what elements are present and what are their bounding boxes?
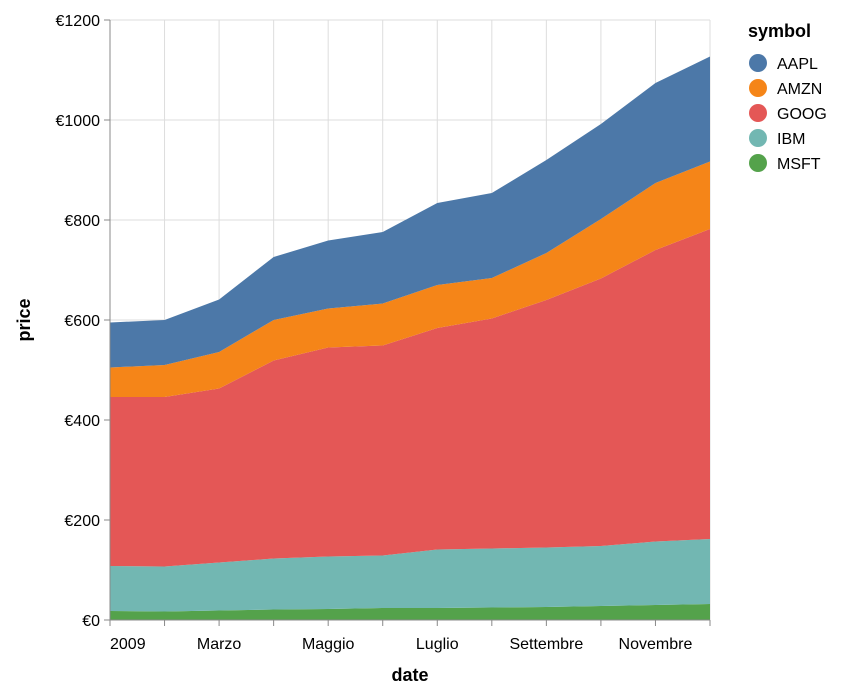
area-series — [110, 56, 710, 620]
y-tick-label: €200 — [64, 513, 100, 530]
y-axis-title: price — [14, 298, 34, 341]
area-msft — [110, 604, 710, 620]
legend-label-amzn: AMZN — [777, 81, 822, 98]
y-tick-label: €1200 — [56, 13, 101, 30]
area-aapl — [110, 56, 710, 368]
legend-swatch-aapl — [749, 54, 767, 72]
legend-label-goog: GOOG — [777, 106, 827, 123]
x-tick-label: 2009 — [110, 636, 146, 653]
y-tick-label: €800 — [64, 213, 100, 230]
y-tick-label: €1000 — [56, 113, 101, 130]
y-tick-label: €600 — [64, 313, 100, 330]
x-tick-label: Luglio — [416, 636, 459, 653]
legend-label-aapl: AAPL — [777, 56, 818, 73]
x-tick-label: Novembre — [619, 636, 693, 653]
legend-swatch-ibm — [749, 129, 767, 147]
y-tick-label: €0 — [82, 613, 100, 630]
x-axis-title: date — [391, 665, 428, 685]
y-tick-label: €400 — [64, 413, 100, 430]
x-tick-label: Marzo — [197, 636, 242, 653]
x-tick-label: Maggio — [302, 636, 355, 653]
legend-label-ibm: IBM — [777, 131, 805, 148]
legend-label-msft: MSFT — [777, 156, 821, 173]
legend: symbol AAPL AMZN GOOG IBM MSFT — [748, 21, 827, 173]
area-goog — [110, 229, 710, 567]
area-amzn — [110, 161, 710, 397]
legend-swatch-amzn — [749, 79, 767, 97]
legend-swatch-msft — [749, 154, 767, 172]
area-ibm — [110, 539, 710, 612]
legend-title: symbol — [748, 21, 811, 41]
x-tick-label: Settembre — [509, 636, 583, 653]
legend-swatch-goog — [749, 104, 767, 122]
axes: €0 €200 €400 €600 €800 €1000 €1200 2009 Marzo Mag… — [56, 13, 711, 653]
